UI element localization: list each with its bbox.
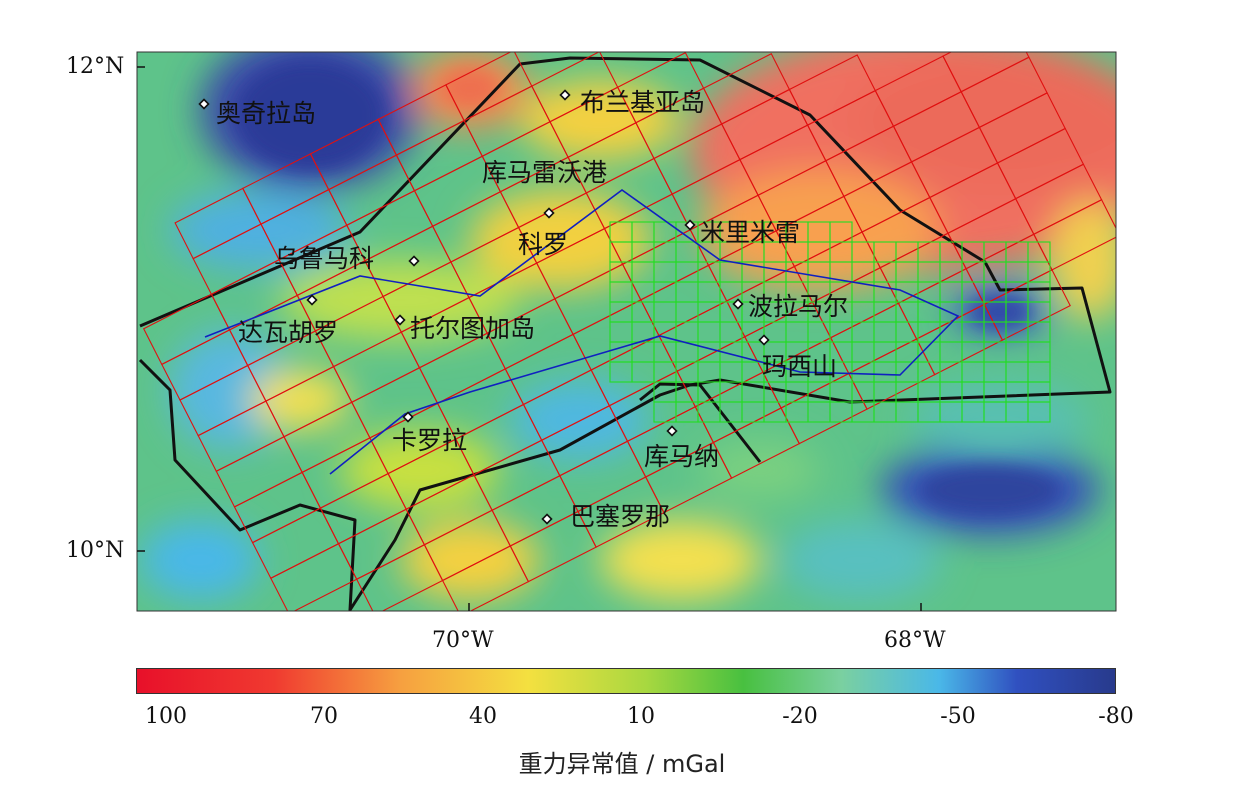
city-markers bbox=[198, 89, 770, 525]
axis-ticks bbox=[137, 66, 922, 611]
place-label-cumana: 库马纳 bbox=[644, 442, 720, 471]
colorbar-tick: 10 bbox=[627, 704, 655, 729]
city-marker-icon bbox=[402, 411, 414, 423]
colorbar-tick: -20 bbox=[782, 704, 818, 729]
colorbar-tick: -50 bbox=[940, 704, 976, 729]
lon-label-68w: 68°W bbox=[884, 628, 946, 653]
survey-blocks-red bbox=[142, 52, 1116, 611]
place-label-lamimer: 米里米雷 bbox=[700, 218, 801, 247]
city-marker-icon bbox=[732, 298, 744, 310]
survey-block-red bbox=[983, 269, 1071, 341]
profile-line-north bbox=[204, 189, 960, 475]
gravity-field bbox=[137, 52, 1116, 611]
colorbar-tick: 100 bbox=[145, 704, 187, 729]
colorbar-tick: 40 bbox=[469, 704, 497, 729]
city-marker-icon bbox=[408, 255, 420, 267]
city-marker-icon bbox=[559, 89, 571, 101]
city-marker-icon bbox=[394, 314, 406, 326]
place-label-maris: 玛西山 bbox=[762, 352, 838, 381]
survey-block-green bbox=[1027, 401, 1051, 423]
lat-label-10n: 10°N bbox=[66, 538, 125, 563]
place-label-taboro: 达瓦胡罗 bbox=[238, 318, 339, 347]
city-marker-icon bbox=[758, 334, 770, 346]
map-frame bbox=[136, 51, 1117, 612]
city-marker-icon bbox=[198, 98, 210, 110]
place-label-barcelona: 巴塞罗那 bbox=[570, 502, 671, 531]
colorbar bbox=[136, 668, 1116, 694]
lat-label-12n: 12°N bbox=[66, 54, 125, 79]
colorbar-tick: 70 bbox=[310, 704, 338, 729]
city-marker-icon bbox=[666, 425, 678, 437]
colorbar-title: 重力异常值 / mGal bbox=[518, 750, 726, 778]
city-marker-icon bbox=[684, 219, 696, 231]
place-label-urumaco: 乌鲁马科 bbox=[274, 244, 375, 273]
city-marker-icon bbox=[543, 207, 555, 219]
place-label-caracas: 卡罗拉 bbox=[392, 426, 468, 455]
place-label-polamar: 波拉马尔 bbox=[748, 292, 849, 321]
survey-block-red bbox=[1033, 199, 1116, 271]
place-label-coro: 科罗 bbox=[518, 230, 569, 259]
lon-label-70w: 70°W bbox=[432, 628, 494, 653]
place-label-cumarebo: 库马雷沃港 bbox=[482, 158, 608, 187]
place-label-blanquilla: 布兰基亚岛 bbox=[580, 88, 706, 117]
place-label-orchila: 奥奇拉岛 bbox=[216, 99, 317, 128]
city-marker-icon bbox=[541, 513, 553, 525]
place-label-tortuga: 托尔图加岛 bbox=[410, 314, 536, 343]
city-marker-icon bbox=[306, 294, 318, 306]
survey-blocks-green bbox=[609, 221, 1051, 423]
colorbar-tick: -80 bbox=[1098, 704, 1134, 729]
profile-lines bbox=[204, 189, 960, 475]
